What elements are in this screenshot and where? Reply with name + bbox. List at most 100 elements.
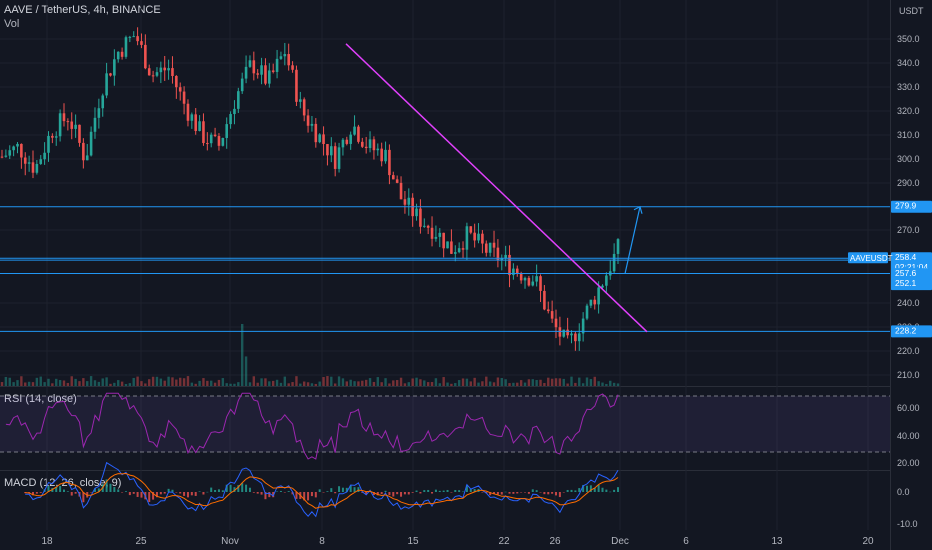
macd-hist-bar bbox=[520, 492, 523, 493]
candle-body bbox=[380, 148, 383, 162]
symbol-tag-bg bbox=[848, 252, 888, 264]
candle-body bbox=[376, 148, 380, 151]
candle-body bbox=[178, 87, 182, 92]
macd-hist-bar bbox=[454, 490, 457, 492]
macd-hist-bar bbox=[121, 492, 124, 493]
candle-body bbox=[62, 113, 66, 122]
volume-bar bbox=[299, 383, 302, 386]
candle-body bbox=[268, 70, 271, 84]
macd-hist-bar bbox=[55, 487, 58, 492]
volume-bar bbox=[268, 381, 271, 386]
macd-hist-bar bbox=[562, 492, 565, 493]
volume-bar bbox=[539, 379, 542, 386]
volume-bar bbox=[550, 378, 554, 386]
volume-bar bbox=[616, 383, 620, 386]
price-tick: 350.0 bbox=[897, 34, 920, 44]
volume-bar bbox=[120, 381, 124, 386]
candle-body bbox=[345, 139, 349, 144]
candle-body bbox=[535, 276, 538, 282]
volume-bar bbox=[16, 380, 19, 386]
time-tick: 13 bbox=[771, 536, 783, 547]
macd-hist-bar bbox=[508, 492, 511, 494]
macd-hist-bar bbox=[264, 492, 267, 500]
candle-body bbox=[554, 318, 558, 328]
horizontal-levels[interactable] bbox=[0, 206, 890, 332]
macd-hist-bar bbox=[66, 491, 69, 492]
volume-bar bbox=[159, 378, 163, 386]
macd-hist-bar bbox=[353, 487, 356, 492]
macd-hist-bar bbox=[128, 492, 131, 496]
volume-bar bbox=[97, 381, 101, 386]
candle-body bbox=[51, 135, 54, 138]
macd-hist-bar bbox=[74, 492, 77, 494]
volume-bar bbox=[291, 382, 294, 386]
candle-body bbox=[508, 254, 511, 276]
volume-bar bbox=[345, 381, 349, 386]
time-tick: 22 bbox=[498, 536, 510, 547]
volume-bar bbox=[574, 382, 577, 386]
macd-hist-bar bbox=[578, 488, 581, 492]
candle-body bbox=[477, 233, 480, 241]
macd-hist-bar bbox=[384, 490, 387, 492]
macd-hist-bar bbox=[516, 492, 519, 494]
macd-hist-bar bbox=[167, 488, 170, 492]
candle-body bbox=[496, 247, 500, 261]
volume-bar bbox=[589, 379, 593, 386]
macd-hist-bar bbox=[539, 492, 542, 493]
candle-body bbox=[581, 318, 585, 334]
volume-bar bbox=[213, 382, 217, 386]
volume-bar bbox=[601, 382, 604, 386]
macd-hist-bar bbox=[109, 483, 112, 492]
volume-bar bbox=[244, 356, 248, 386]
macd-hist-bar bbox=[90, 492, 93, 493]
volume-bar bbox=[364, 379, 368, 386]
macd-hist-bar bbox=[283, 492, 286, 493]
candle-body bbox=[58, 113, 62, 137]
price-tick: 330.0 bbox=[897, 82, 920, 92]
candle-body bbox=[70, 121, 74, 129]
time-tick: 25 bbox=[135, 536, 147, 547]
macd-hist-bar bbox=[155, 492, 158, 498]
macd-hist-bar bbox=[252, 492, 255, 493]
price-tick: 220.0 bbox=[897, 346, 920, 356]
candle-body bbox=[415, 208, 418, 217]
macd-tick: 0.0 bbox=[897, 487, 910, 497]
volume-bar bbox=[248, 382, 252, 386]
candle-body bbox=[209, 134, 213, 144]
candle-body bbox=[384, 149, 387, 162]
macd-hist-bar bbox=[105, 479, 108, 492]
macd-hist-bar bbox=[489, 492, 492, 496]
volume-bar bbox=[66, 382, 70, 386]
volume-bar bbox=[562, 378, 565, 386]
macd-hist-bar bbox=[117, 489, 120, 492]
volume-bar bbox=[357, 381, 360, 386]
volume-bar bbox=[8, 377, 11, 386]
macd-hist-bar bbox=[547, 492, 550, 495]
candle-body bbox=[12, 146, 15, 151]
volume-bar bbox=[163, 380, 166, 386]
volume-bar bbox=[469, 381, 472, 386]
trendline[interactable] bbox=[345, 43, 648, 333]
volume-bar bbox=[477, 382, 480, 386]
candle-body bbox=[287, 54, 290, 66]
candle-body bbox=[31, 162, 35, 173]
badge-last-text: 02:21:04 bbox=[895, 262, 928, 272]
macd-hist-bar bbox=[597, 484, 600, 492]
macd-hist-bar bbox=[434, 489, 437, 492]
macd-hist-bar bbox=[59, 485, 62, 492]
candle-body bbox=[434, 236, 438, 239]
volume-bar bbox=[124, 383, 128, 386]
candle-body bbox=[299, 99, 302, 102]
candle-body bbox=[93, 117, 97, 132]
macd-hist-bar bbox=[248, 487, 251, 492]
candle-body bbox=[213, 134, 217, 137]
macd-hist-bar bbox=[543, 492, 546, 495]
candle-body bbox=[4, 155, 8, 157]
macd-hist-bar bbox=[326, 491, 329, 492]
candle-body bbox=[399, 182, 403, 200]
macd-hist-bar bbox=[35, 492, 38, 494]
volume-bar bbox=[217, 379, 221, 386]
macd-hist-bar bbox=[241, 483, 244, 492]
candle-body bbox=[388, 149, 391, 176]
